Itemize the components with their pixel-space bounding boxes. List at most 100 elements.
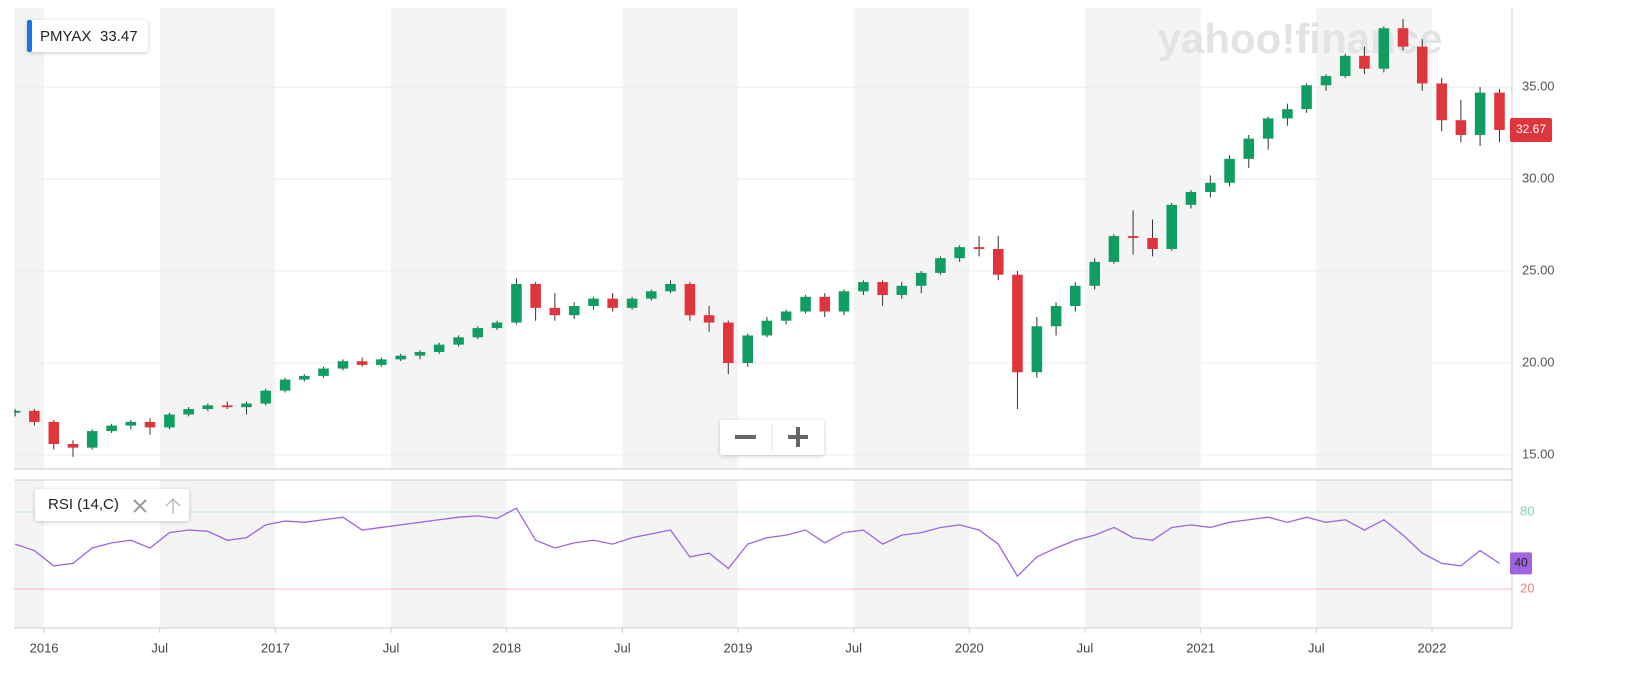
candle-body (144, 421, 156, 428)
candle-body (511, 283, 522, 323)
period-shade (391, 480, 507, 628)
candle-body (1224, 158, 1235, 183)
x-tick-label: Jul (383, 640, 400, 655)
candle-body (29, 410, 40, 422)
ticker-quote: 33.47 (100, 28, 138, 45)
rsi-line (14, 507, 1500, 578)
grid (14, 86, 1512, 456)
period-shade (1316, 480, 1432, 628)
candle-body (568, 306, 580, 316)
x-tick-label: 2022 (1418, 640, 1447, 655)
candle-body (742, 335, 754, 364)
price-badge-label: 32.67 (1516, 122, 1546, 136)
rsi-label: RSI (14,C) (48, 496, 119, 513)
candle-body (106, 425, 117, 432)
ticker-symbol: PMYAX (40, 28, 91, 45)
x-tick-label: Jul (845, 640, 862, 655)
candle-body (48, 421, 60, 444)
candle-body (665, 283, 676, 292)
candle-body (1108, 236, 1120, 262)
candle-body (800, 296, 811, 312)
y-tick-label: 80 (1520, 503, 1534, 518)
period-shade (1316, 8, 1432, 469)
candle-body (819, 296, 831, 312)
candle-body (703, 315, 715, 323)
candle-body (1436, 83, 1447, 121)
candle-body (1339, 55, 1351, 77)
candle-body (723, 322, 734, 364)
period-shade (391, 8, 507, 469)
candle-body (1031, 326, 1043, 373)
candle-body (260, 390, 271, 404)
candle-body (1320, 76, 1332, 86)
candle-body (1359, 55, 1370, 69)
candle-body (14, 410, 21, 413)
candle-body (935, 258, 946, 273)
candle-body (1127, 236, 1139, 238)
candle-body (279, 379, 291, 391)
candle-body (414, 352, 426, 356)
candle-body (433, 344, 445, 353)
candle-body (954, 247, 965, 259)
candle-body (453, 337, 464, 345)
candle-body (1416, 46, 1428, 84)
x-tick-label: Jul (614, 640, 631, 655)
candle-body (1243, 138, 1255, 159)
candle-body (1262, 118, 1274, 139)
candle-body (1089, 261, 1100, 286)
y-tick-label: 15.00 (1522, 446, 1555, 461)
period-shade (622, 8, 739, 469)
candle-body (626, 298, 638, 308)
candle-body (376, 359, 387, 365)
x-tick-label: 2019 (724, 640, 753, 655)
rsi-box: RSI (14,C) (35, 489, 189, 521)
y-tick-label: 35.00 (1522, 79, 1555, 94)
x-tick-label: 2017 (261, 640, 290, 655)
rsi-badge (1510, 552, 1532, 575)
candle-body (299, 375, 310, 380)
candle-body (1050, 306, 1062, 327)
candle-body (973, 247, 985, 249)
ticker-color (27, 20, 32, 52)
candle-body (318, 368, 329, 376)
close-icon[interactable] (133, 499, 147, 513)
candle-body (221, 405, 233, 408)
period-shade (159, 8, 276, 469)
candle-body (761, 320, 773, 336)
zoom-out[interactable] (735, 435, 756, 439)
x-tick-label: Jul (1077, 640, 1094, 655)
candle-body (337, 361, 349, 369)
watermark: yahoo!finance (1158, 15, 1443, 62)
candle-body (395, 355, 407, 360)
ticker-box-bg (27, 20, 148, 52)
zoom-controls (720, 420, 824, 455)
candle-body (915, 272, 927, 286)
candle-body (588, 298, 599, 307)
candle-body (183, 409, 194, 415)
candle-body (125, 421, 137, 426)
x-tick-label: Jul (1308, 640, 1325, 655)
y-tick-label: 30.00 (1522, 171, 1555, 186)
up-icon[interactable] (165, 497, 181, 514)
period-shade (1084, 8, 1201, 469)
candle-body (1069, 285, 1081, 307)
candle-body (1378, 28, 1390, 69)
y-tick-label: 20 (1520, 580, 1534, 595)
candle-body (1205, 182, 1216, 192)
candle-body (1012, 274, 1023, 373)
y-tick-label: 25.00 (1522, 262, 1555, 277)
x-tick-label: 2016 (30, 640, 59, 655)
period-shade (622, 480, 739, 628)
candles (14, 19, 1505, 457)
axes: 15.00 20.00 25.00 30.00 35.00 2016 Jul 2017 Jul 2… (14, 8, 1555, 655)
period-shade (853, 8, 970, 469)
candle-body (1147, 237, 1158, 249)
price-badge (1510, 117, 1552, 142)
candle-body (858, 282, 869, 292)
x-tick-label: 2018 (492, 640, 521, 655)
candle-body (992, 248, 1004, 275)
candle-body (780, 311, 792, 321)
zoom-in[interactable] (788, 427, 808, 447)
